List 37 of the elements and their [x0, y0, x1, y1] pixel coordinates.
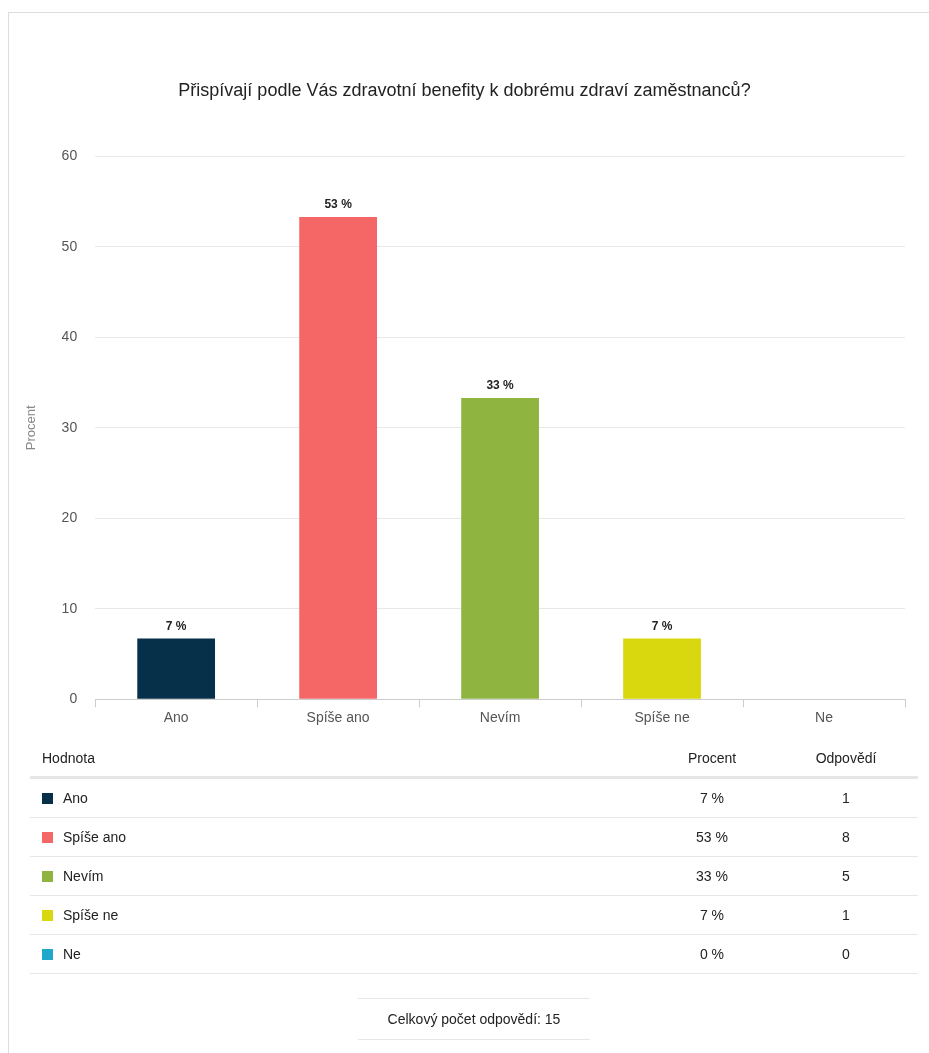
y-axis-title: Procent	[23, 405, 39, 451]
data-label: 1	[774, 777, 918, 818]
x-tick-label: Ne	[815, 709, 834, 726]
data-label: 7 %	[650, 895, 774, 935]
data-label: 33 %	[650, 856, 774, 896]
data-label: 0 %	[650, 934, 774, 974]
text: Odpovědí	[774, 740, 918, 778]
category-label: Spíše ne	[30, 895, 650, 935]
y-tick-label: 10	[61, 599, 78, 616]
category-label: Ne	[30, 934, 650, 974]
category-label: Spíše ano	[30, 817, 650, 857]
text: Procent	[650, 740, 774, 778]
text: Celkový počet odpovědí: 15	[358, 998, 590, 1040]
data-label: 5	[774, 856, 918, 896]
category-label: Nevím	[30, 856, 650, 896]
data-label: 7 %	[651, 618, 673, 633]
x-tick-label: Nevím	[479, 709, 521, 726]
data-label: 8	[774, 817, 918, 857]
data-label: 53 %	[324, 197, 353, 212]
y-tick-label: 30	[61, 418, 78, 435]
chart-title: Přispívají podle Vás zdravotní benefity k dobrému zdraví zaměstnanců?	[177, 80, 752, 101]
category-label: Ano	[30, 777, 650, 818]
y-tick-label: 0	[69, 690, 78, 707]
data-label: 0	[774, 934, 918, 974]
y-tick-label: 50	[61, 237, 78, 254]
legend-title: Hodnota	[30, 740, 650, 778]
x-tick-label: Spíše ano	[306, 709, 370, 726]
data-label: 7 %	[650, 777, 774, 818]
data-label: 1	[774, 895, 918, 935]
data-label: 33 %	[486, 378, 515, 393]
y-tick-label: 60	[61, 147, 78, 164]
data-label: 53 %	[650, 817, 774, 857]
x-tick-label: Spíše ne	[634, 709, 690, 726]
x-tick-label: Ano	[163, 709, 189, 726]
data-label: 7 %	[165, 618, 187, 633]
y-tick-label: 40	[61, 328, 78, 345]
y-tick-label: 20	[61, 509, 78, 526]
